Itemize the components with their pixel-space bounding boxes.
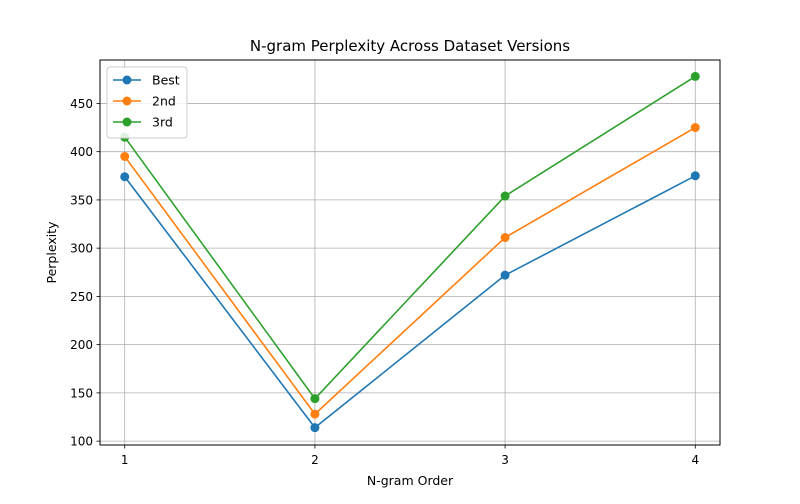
- data-point-best: [120, 172, 130, 182]
- data-point-2nd: [500, 233, 510, 243]
- x-tick-label: 3: [501, 453, 509, 467]
- grid-lines: [100, 60, 720, 445]
- legend-marker-2nd: [122, 96, 132, 106]
- legend-label-2nd: 2nd: [152, 94, 176, 109]
- data-point-2nd: [690, 123, 700, 133]
- chart-title: N-gram Perplexity Across Dataset Version…: [250, 37, 570, 55]
- series-line-best: [124, 175, 696, 429]
- y-tick-label: 150: [70, 386, 93, 400]
- plot-frame: [99, 59, 721, 446]
- x-tick-label: 1: [121, 453, 129, 467]
- series-line-2nd: [124, 126, 696, 415]
- y-tick-label: 350: [70, 193, 93, 207]
- y-tick-label: 450: [70, 97, 93, 111]
- legend: Best 2nd 3rd: [106, 66, 188, 139]
- legend-marker-best: [122, 75, 132, 85]
- y-tick-label: 250: [70, 290, 93, 304]
- data-point-best: [690, 171, 700, 181]
- y-tick-label: 200: [70, 338, 93, 352]
- x-tick-label: 4: [691, 453, 699, 467]
- data-point-best: [310, 423, 320, 433]
- data-point-3rd: [690, 71, 700, 81]
- legend-marker-3rd: [122, 117, 132, 127]
- data-point-best: [500, 270, 510, 280]
- data-point-3rd: [500, 191, 510, 201]
- data-point-2nd: [310, 409, 320, 419]
- x-axis: 1 2 3 4: [121, 445, 699, 467]
- y-axis: 100 150 200 250 300 350 400 450: [70, 97, 100, 449]
- data-point-3rd: [310, 394, 320, 404]
- y-axis-label: Perplexity: [44, 221, 59, 284]
- y-tick-label: 400: [70, 145, 93, 159]
- y-tick-label: 300: [70, 242, 93, 256]
- data-point-2nd: [120, 151, 130, 161]
- legend-label-best: Best: [152, 73, 180, 88]
- series-layer: [120, 71, 700, 433]
- x-tick-label: 2: [311, 453, 319, 467]
- series-line-3rd: [124, 75, 696, 400]
- x-axis-label: N-gram Order: [367, 473, 454, 488]
- y-tick-label: 100: [70, 435, 93, 449]
- legend-label-3rd: 3rd: [152, 115, 173, 130]
